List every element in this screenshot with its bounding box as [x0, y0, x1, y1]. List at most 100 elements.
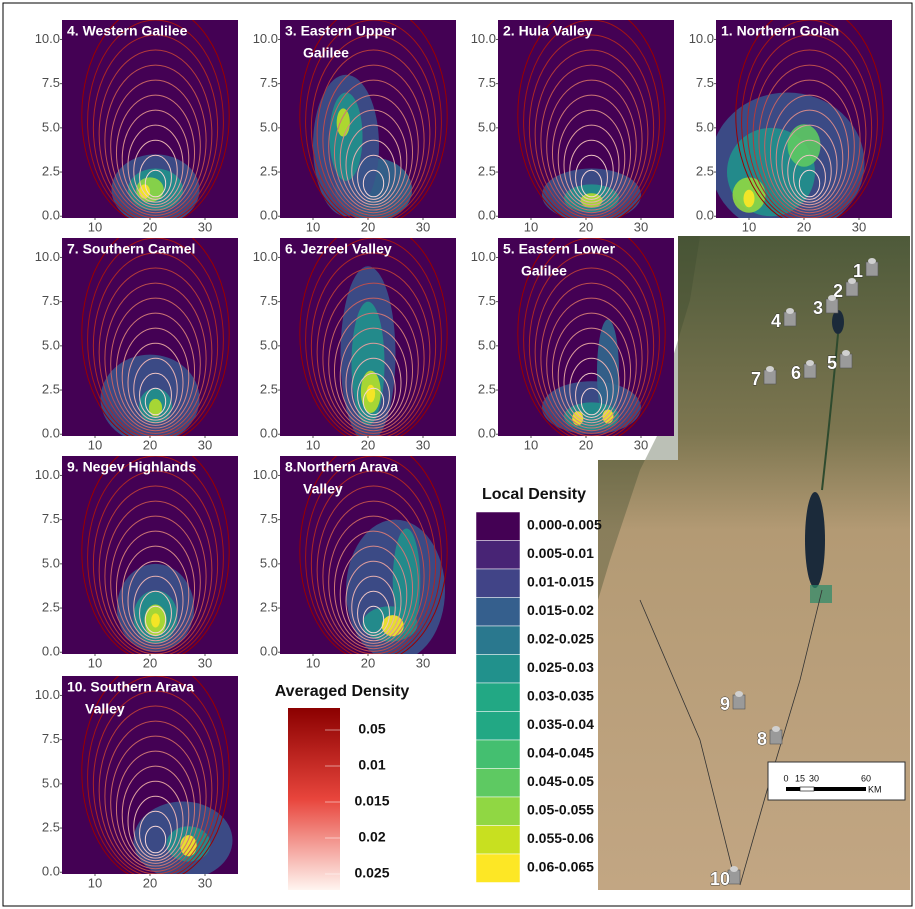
- site-label: 9: [720, 694, 730, 714]
- x-tick-label: 10: [742, 219, 756, 234]
- y-tick-label: 5.0: [42, 555, 60, 570]
- y-tick-label: 7.5: [42, 731, 60, 746]
- density-blob: [366, 385, 375, 403]
- legend-label: 0.01: [358, 757, 385, 773]
- y-tick-label: 7.5: [42, 511, 60, 526]
- site-icon-top: [842, 350, 850, 356]
- legend-swatch: [476, 598, 520, 627]
- legend-label: 0.05: [358, 721, 385, 737]
- y-tick-label: 7.5: [42, 293, 60, 308]
- y-tick-label: 0.0: [478, 208, 496, 223]
- x-tick-label: 10: [88, 437, 102, 452]
- site-icon-top: [772, 726, 780, 732]
- y-tick-label: 10.0: [253, 467, 278, 482]
- y-tick-label: 2.5: [478, 163, 496, 178]
- sea-of-galilee: [832, 310, 844, 334]
- legend-swatch: [476, 512, 520, 541]
- y-tick-label: 7.5: [696, 75, 714, 90]
- density-blob: [337, 108, 350, 136]
- legend-label: 0.035-0.04: [527, 716, 594, 732]
- x-tick-label: 30: [634, 437, 648, 452]
- site-icon: [733, 695, 745, 709]
- x-tick-label: 10: [306, 437, 320, 452]
- legend-swatch: [476, 569, 520, 598]
- legend-label: 0.02-0.025: [527, 631, 594, 647]
- site-icon-top: [766, 366, 774, 372]
- panel-title: 4. Western Galilee: [67, 23, 188, 39]
- y-tick-label: 0.0: [42, 644, 60, 659]
- site-icon: [804, 364, 816, 378]
- y-tick-label: 0.0: [260, 644, 278, 659]
- site-label: 5: [827, 353, 837, 373]
- y-tick-label: 5.0: [260, 119, 278, 134]
- y-tick-label: 5.0: [42, 337, 60, 352]
- legend-swatch: [476, 826, 520, 855]
- y-tick-label: 5.0: [260, 555, 278, 570]
- panel-title: 5. Eastern Lower: [503, 241, 616, 257]
- legend-swatch: [476, 712, 520, 741]
- y-tick-label: 0.0: [42, 864, 60, 879]
- dead-sea: [805, 492, 825, 588]
- scale-unit: KM: [868, 784, 882, 794]
- x-tick-label: 10: [524, 219, 538, 234]
- y-tick-label: 5.0: [42, 119, 60, 134]
- site-icon: [770, 730, 782, 744]
- x-tick-label: 20: [143, 655, 157, 670]
- scale-label: 30: [809, 773, 819, 783]
- legend-label: 0.000-0.005: [527, 517, 602, 533]
- y-tick-label: 10.0: [471, 31, 496, 46]
- legend-title: Averaged Density: [275, 683, 410, 700]
- panel-title: 9. Negev Highlands: [67, 459, 196, 475]
- legend-label: 0.01-0.015: [527, 574, 594, 590]
- site-icon: [826, 299, 838, 313]
- legend-swatch: [476, 626, 520, 655]
- legend-swatch: [476, 541, 520, 570]
- y-tick-label: 0.0: [696, 208, 714, 223]
- x-tick-label: 30: [852, 219, 866, 234]
- site-label: 4: [771, 311, 781, 331]
- x-tick-label: 10: [306, 219, 320, 234]
- site-icon-top: [828, 295, 836, 301]
- x-tick-label: 20: [579, 219, 593, 234]
- x-tick-label: 30: [634, 219, 648, 234]
- site-icon-top: [730, 866, 738, 872]
- panel-title: 8.Northern Arava: [285, 459, 398, 475]
- x-tick-label: 20: [797, 219, 811, 234]
- legend-label: 0.06-0.065: [527, 859, 594, 875]
- legend-label: 0.015-0.02: [527, 602, 594, 618]
- panel-title: Galilee: [521, 263, 567, 279]
- scale-bar: [800, 787, 814, 791]
- y-tick-label: 2.5: [260, 381, 278, 396]
- y-tick-label: 2.5: [42, 599, 60, 614]
- x-tick-label: 30: [416, 437, 430, 452]
- site-icon: [784, 312, 796, 326]
- legend-label: 0.05-0.055: [527, 802, 594, 818]
- density-blob: [151, 613, 160, 627]
- scale-label: 0: [783, 773, 788, 783]
- x-tick-label: 20: [361, 655, 375, 670]
- y-tick-label: 10.0: [471, 249, 496, 264]
- color-bar: [288, 708, 340, 890]
- x-tick-label: 30: [416, 655, 430, 670]
- x-tick-label: 20: [143, 437, 157, 452]
- x-tick-label: 20: [143, 875, 157, 890]
- legend-label: 0.02: [358, 829, 385, 845]
- x-tick-label: 30: [198, 219, 212, 234]
- legend-label: 0.03-0.035: [527, 688, 594, 704]
- y-tick-label: 0.0: [260, 426, 278, 441]
- y-tick-label: 10.0: [35, 687, 60, 702]
- site-icon: [764, 370, 776, 384]
- x-tick-label: 30: [198, 875, 212, 890]
- site-label: 7: [751, 369, 761, 389]
- site-icon: [840, 354, 852, 368]
- y-tick-label: 10.0: [689, 31, 714, 46]
- legend-label: 0.045-0.05: [527, 773, 594, 789]
- scale-box: [768, 762, 905, 800]
- scale-bar: [786, 787, 800, 791]
- site-icon-top: [848, 278, 856, 284]
- y-tick-label: 7.5: [42, 75, 60, 90]
- density-blob: [788, 124, 821, 166]
- x-tick-label: 20: [361, 437, 375, 452]
- x-tick-label: 10: [88, 219, 102, 234]
- legend-swatch: [476, 769, 520, 798]
